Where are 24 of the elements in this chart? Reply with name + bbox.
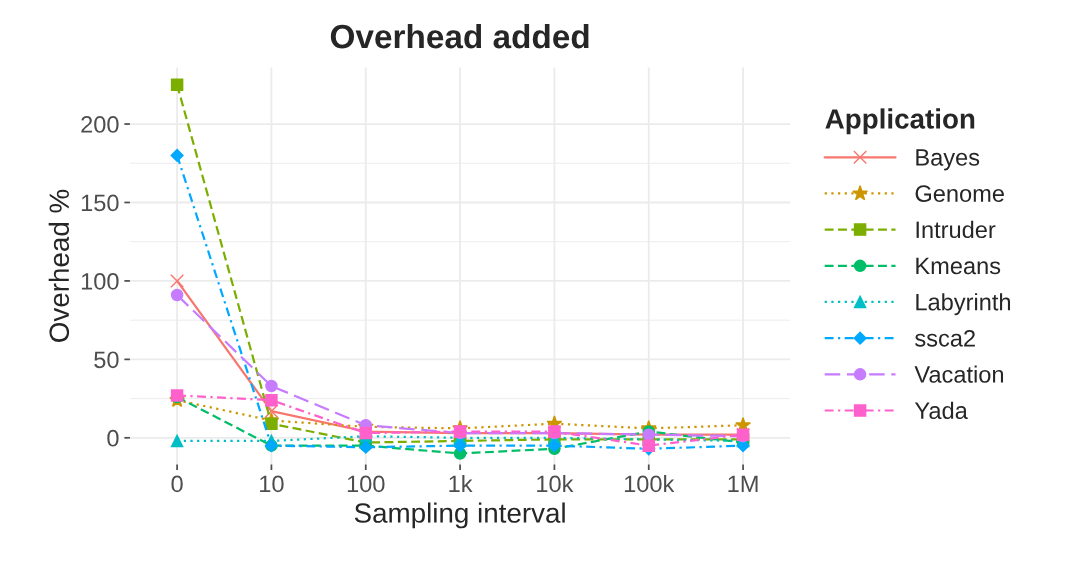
y-tick-label: 50 [94,351,119,369]
legend-label: Kmeans [916,257,1001,275]
x-tick-label: 100 [347,475,385,493]
y-tick-label: 200 [81,116,119,133]
y-tick-label: 100 [81,272,119,290]
x-tick-label: 100k [624,474,675,493]
x-tick-label: 10k [537,474,574,493]
legend-label: ssca2 [915,329,975,347]
legend-label: Genome [915,185,1004,202]
legend-title: Application [825,108,975,135]
y-axis-title: Overhead % [48,189,70,342]
x-tick-label: 0 [171,475,183,493]
x-tick-label: 1M [728,475,758,492]
x-tick-label: 1k [449,474,473,492]
legend-label: Intruder [916,220,996,239]
x-axis-title: Sampling interval [354,502,565,529]
y-tick-label: 150 [81,194,119,212]
y-tick-label: 0 [107,429,119,447]
legend-label: Yada [914,401,968,419]
legend-label: Vacation [914,365,1004,383]
legend-label: Bayes [916,149,980,171]
chart-title: Overhead added [330,23,589,49]
legend-label: Labyrinth [916,293,1011,316]
x-tick-label: 10 [260,475,284,493]
